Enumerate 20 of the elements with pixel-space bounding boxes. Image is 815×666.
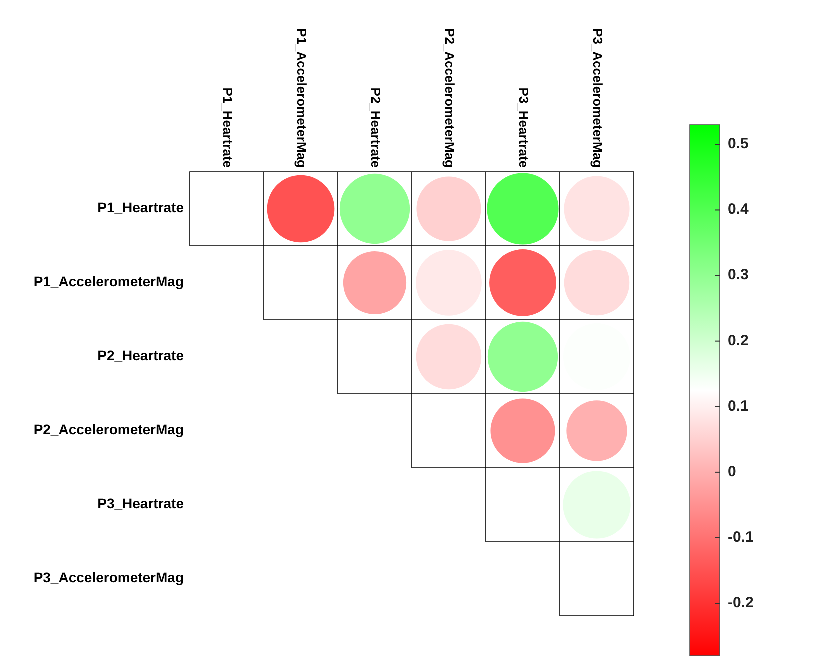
y-tick-label: P1_AccelerometerMag (34, 274, 184, 290)
x-tick-label: P1_AccelerometerMag (294, 28, 310, 168)
color-bar-label: -0.1 (728, 528, 754, 546)
x-tick-label: P3_Heartrate (516, 88, 532, 168)
x-tick-label: P2_AccelerometerMag (442, 28, 458, 168)
color-bar-label: -0.2 (728, 594, 754, 612)
y-tick-label: P2_AccelerometerMag (34, 422, 184, 438)
color-bar-label: 0 (728, 463, 736, 480)
y-tick-label: P2_Heartrate (98, 348, 184, 364)
x-tick-label: P3_AccelerometerMag (590, 28, 606, 168)
x-tick-label: P2_Heartrate (368, 88, 384, 168)
color-bar-label: 0.1 (728, 398, 749, 415)
color-bar-label: 0.3 (728, 266, 749, 284)
y-tick-label: P1_Heartrate (98, 200, 184, 216)
color-bar-label: 0.4 (728, 201, 750, 218)
x-tick-label: P1_Heartrate (220, 88, 236, 168)
y-tick-label: P3_Heartrate (98, 496, 184, 512)
color-bar-label: 0.2 (728, 332, 749, 350)
y-tick-label: P3_AccelerometerMag (34, 570, 184, 586)
color-bar-label: 0.5 (728, 136, 749, 153)
